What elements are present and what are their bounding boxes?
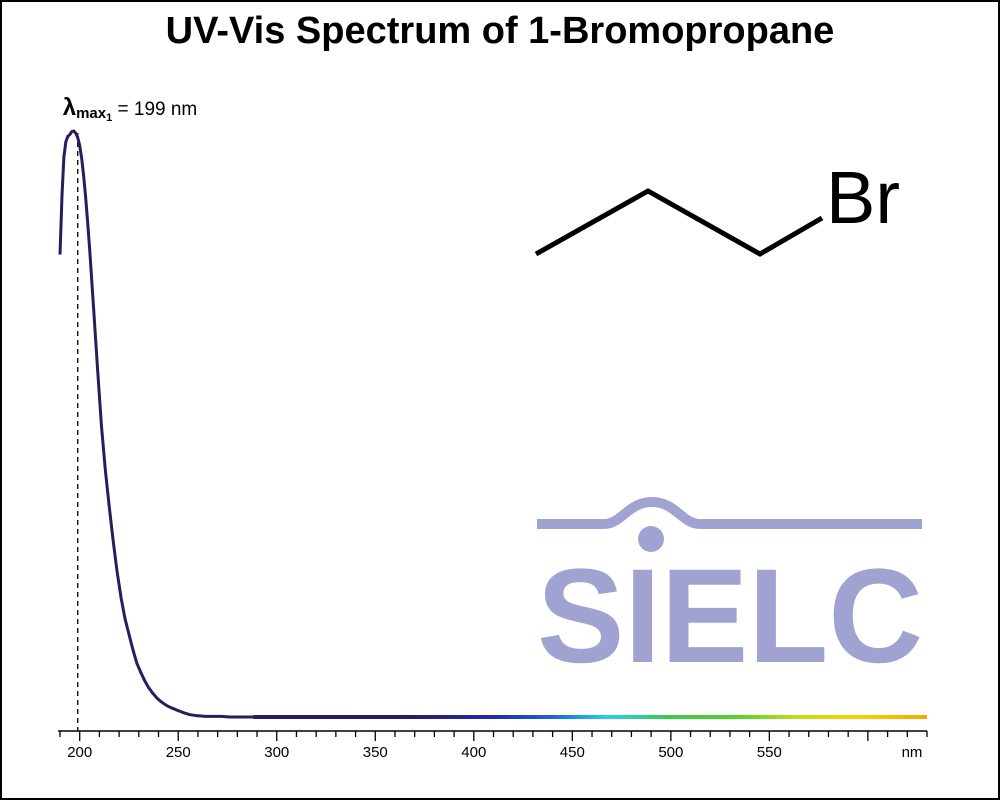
sielc-logo: SIELC <box>537 496 923 691</box>
lambda-subsub: 1 <box>106 112 112 124</box>
x-tick-label: 500 <box>658 744 683 761</box>
x-tick-label: 200 <box>67 744 92 761</box>
x-axis-ticks <box>59 731 928 741</box>
x-tick-label: 250 <box>166 744 191 761</box>
logo-dot <box>638 526 664 552</box>
molecule-structure: Br <box>534 156 900 257</box>
spectrum-line <box>58 129 254 719</box>
molecule-atom-br: Br <box>826 156 900 239</box>
molecule-bonds <box>534 188 824 257</box>
x-tick-label: 350 <box>363 744 388 761</box>
x-tick-label: 450 <box>560 744 585 761</box>
lambda-symbol: λ <box>63 94 76 121</box>
logo-text: SIELC <box>537 542 923 691</box>
x-axis-unit-label: nm <box>902 744 923 761</box>
x-tick-label: 300 <box>264 744 289 761</box>
lambda-max-label: λmax1 = 199 nm <box>63 94 198 124</box>
lambda-sub: max <box>76 105 107 122</box>
x-axis-tick-labels: 200 250 300 350 400 450 500 550 <box>67 744 782 761</box>
logo-wave-line <box>537 496 922 529</box>
chart-title: UV-Vis Spectrum of 1-Bromopropane <box>165 10 835 52</box>
lambda-value: = 199 nm <box>112 99 197 120</box>
x-tick-label: 400 <box>461 744 486 761</box>
x-tick-label: 550 <box>757 744 782 761</box>
